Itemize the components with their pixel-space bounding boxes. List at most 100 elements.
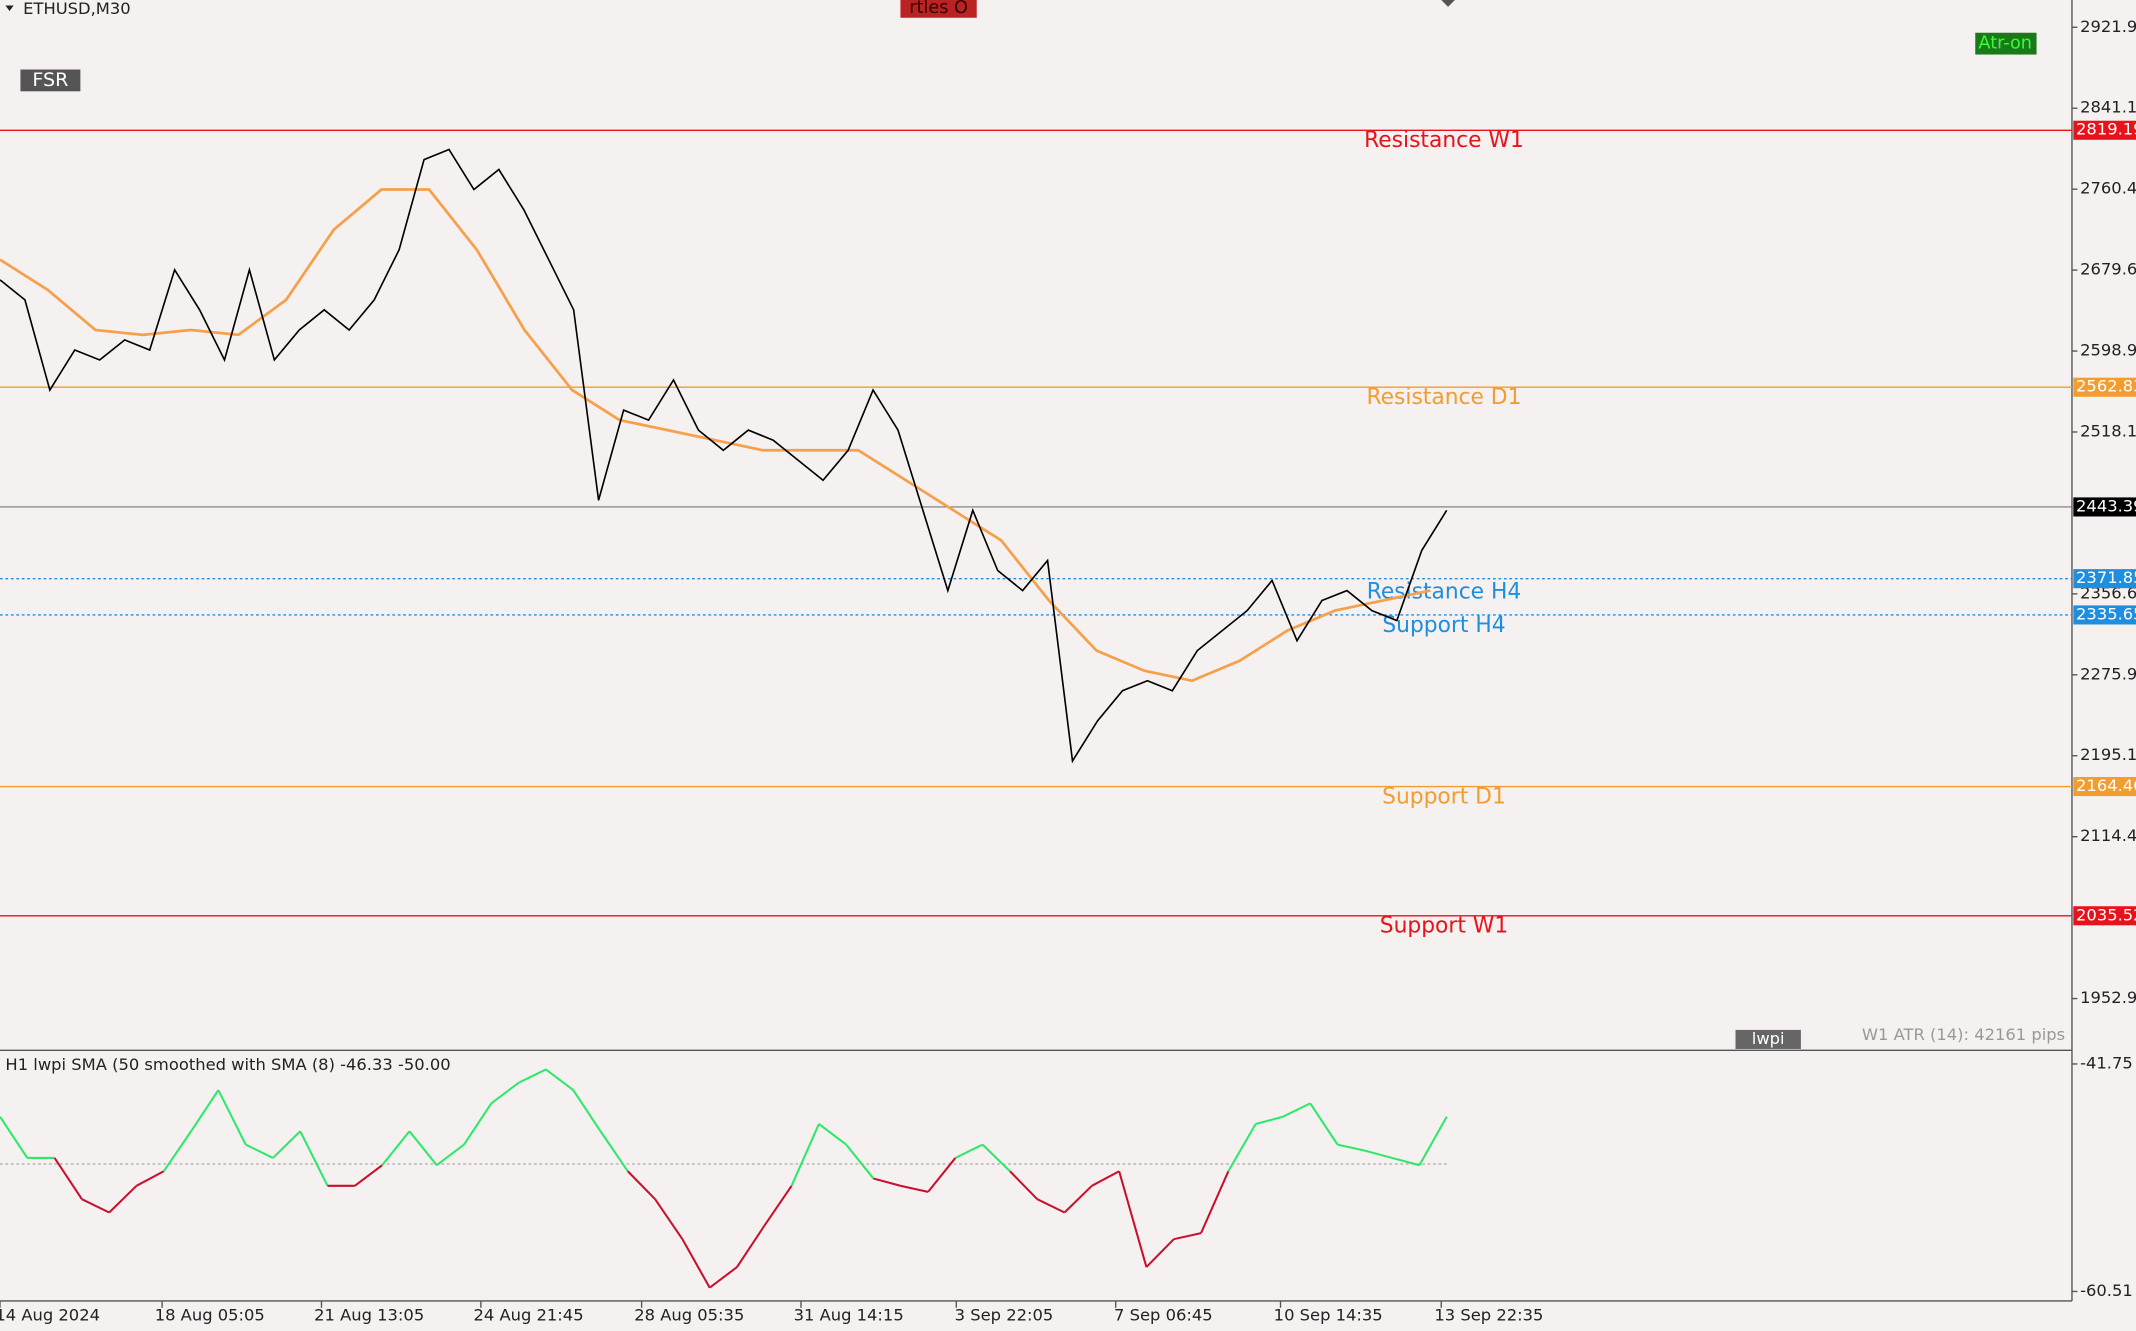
indicator-tick-label: -41.75 — [2080, 1053, 2133, 1072]
level-tag — [2073, 377, 2136, 397]
level-name: Support H4 — [1382, 613, 1505, 638]
y-tick-label: 2679.67 — [2080, 260, 2136, 279]
indicator-segment — [245, 1143, 274, 1159]
y-tick-label: 2114.42 — [2080, 826, 2136, 845]
x-tick-label: 7 Sep 06:45 — [1114, 1305, 1213, 1324]
indicator-segment — [572, 1089, 602, 1132]
indicator-segment — [1200, 1170, 1230, 1234]
indicator-segment — [1391, 1156, 1420, 1167]
indicator-segment — [818, 1123, 847, 1146]
indicator-segment — [954, 1143, 984, 1159]
indicator-segment — [763, 1185, 793, 1227]
level-name: Resistance D1 — [1367, 385, 1522, 410]
x-tick-label: 24 Aug 21:45 — [473, 1305, 583, 1324]
indicator-segment — [81, 1198, 110, 1214]
current-price-label: 2443.39 — [2076, 496, 2136, 515]
indicator-segment — [736, 1225, 766, 1268]
indicator-segment — [709, 1266, 738, 1289]
y-tick-label: 1952.92 — [2080, 988, 2136, 1007]
x-tick-label: 3 Sep 22:05 — [955, 1305, 1054, 1324]
level-name: Resistance H4 — [1367, 579, 1522, 604]
y-tick-label: 2275.92 — [2080, 664, 2136, 683]
x-tick-label: 14 Aug 2024 — [0, 1305, 100, 1324]
indicator-segment — [272, 1130, 301, 1159]
indicator-segment — [1009, 1170, 1038, 1200]
level-tag — [2073, 605, 2136, 625]
indicator-segment — [0, 1116, 29, 1159]
indicator-segment — [217, 1089, 247, 1146]
indicator-segment — [599, 1130, 629, 1172]
indicator-segment — [1227, 1123, 1257, 1172]
level-tag-label: 2819.19 — [2076, 120, 2136, 139]
indicator-segment — [354, 1164, 383, 1187]
indicator-segment — [1063, 1185, 1093, 1214]
symbol: ETHUSD,M30 — [23, 0, 131, 18]
y-tick-label: 2760.42 — [2080, 179, 2136, 198]
indicator-segment — [1282, 1102, 1311, 1118]
marker — [1441, 0, 1455, 7]
indicator-segment — [900, 1184, 929, 1193]
level-tag-label: 2335.65 — [2076, 604, 2136, 623]
current-price-tag — [2073, 497, 2136, 517]
level-tag — [2073, 906, 2136, 926]
level-name: Support W1 — [1380, 914, 1508, 939]
indicator-segment — [490, 1081, 520, 1105]
x-tick-label: 21 Aug 13:05 — [314, 1305, 424, 1324]
indicator-title: H1 lwpi SMA (50 smoothed with SMA (8) -4… — [5, 1055, 450, 1074]
level-tag-label: 2164.46 — [2076, 776, 2136, 795]
indicator-segment — [381, 1130, 411, 1166]
indicator-segment — [681, 1238, 711, 1289]
indicator-segment — [162, 1130, 192, 1172]
turtles: rtles O — [909, 0, 968, 18]
indicator-segment — [1036, 1198, 1066, 1214]
indicator-segment — [545, 1068, 574, 1091]
y-tick-label: 2598.92 — [2080, 341, 2136, 360]
indicator-segment — [654, 1198, 684, 1240]
indicator-segment — [136, 1170, 165, 1187]
indicator-segment — [436, 1143, 465, 1167]
indicator-segment — [53, 1157, 83, 1200]
x-tick-label: 28 Aug 05:35 — [634, 1305, 744, 1324]
indicator-segment — [463, 1102, 493, 1146]
indicator-segment — [1309, 1102, 1339, 1146]
indicator-segment — [1255, 1115, 1284, 1125]
atr-box[interactable] — [1975, 32, 2037, 55]
indicator-segment — [790, 1123, 820, 1187]
indicator-segment — [1091, 1170, 1120, 1187]
level-name: Resistance W1 — [1364, 128, 1524, 153]
indicator-tag: lwpi — [1752, 1029, 1785, 1048]
moving-average — [0, 188, 1431, 683]
indicator-segment — [299, 1130, 329, 1187]
indicator-segment — [927, 1157, 957, 1193]
level-name: Support D1 — [1382, 784, 1506, 809]
turtles-box[interactable] — [900, 0, 977, 18]
indicator-segment — [1118, 1170, 1148, 1268]
x-tick-label: 31 Aug 14:15 — [794, 1305, 904, 1324]
x-tick-label: 13 Sep 22:35 — [1434, 1305, 1543, 1324]
indicator-segment — [873, 1177, 902, 1187]
indicator-segment — [1145, 1238, 1175, 1268]
price-line — [0, 148, 1448, 764]
indicator-segment — [1337, 1143, 1366, 1152]
lwpi-box — [1735, 1029, 1801, 1049]
level-tag-label: 2562.83 — [2076, 377, 2136, 396]
x-tick-label: 10 Sep 14:35 — [1274, 1305, 1383, 1324]
y-tick-label: 2841.17 — [2080, 98, 2136, 117]
y-tick-label: 2518.17 — [2080, 421, 2136, 440]
y-tick-label: 2921.92 — [2080, 17, 2136, 36]
level-tag — [2073, 776, 2136, 797]
y-tick-label: 2195.17 — [2080, 745, 2136, 764]
level-tag-label: 2371.85 — [2076, 568, 2136, 587]
indicator-segment — [627, 1170, 656, 1200]
menu-icon[interactable] — [5, 5, 14, 11]
indicator-segment — [518, 1068, 547, 1084]
fsr-box[interactable] — [20, 69, 81, 92]
indicator-segment — [408, 1130, 438, 1166]
indicator-segment — [1364, 1149, 1393, 1159]
level-tag-label: 2035.52 — [2076, 905, 2136, 924]
x-tick-label: 18 Aug 05:05 — [155, 1305, 265, 1324]
fsr: FSR — [32, 69, 68, 91]
indicator-segment — [981, 1143, 1011, 1173]
atr-button: Atr-on — [1978, 34, 2032, 54]
